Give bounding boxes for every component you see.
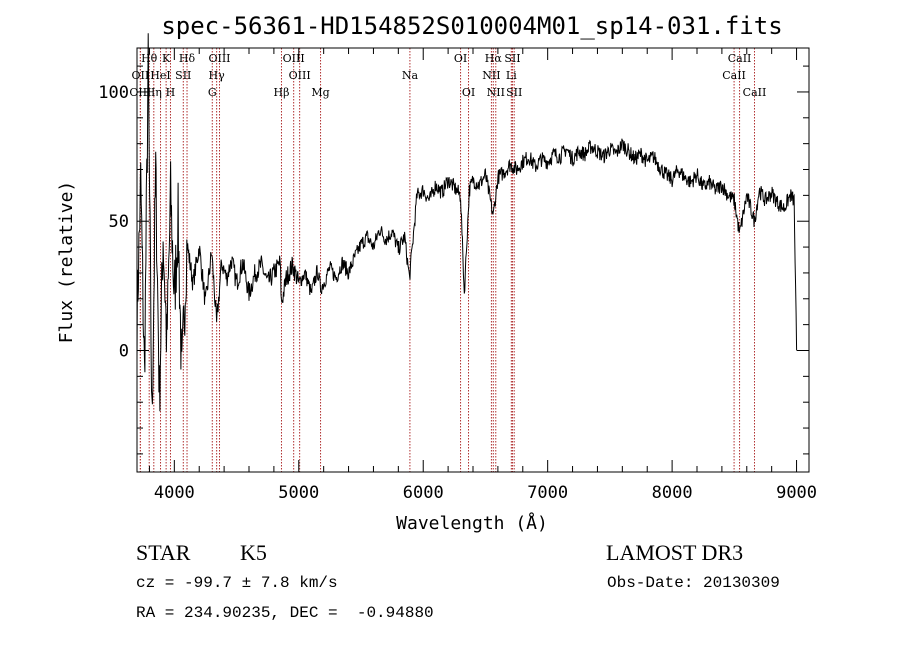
spectral-line-markers <box>139 48 755 472</box>
spectral-line-label: OIII <box>283 52 305 65</box>
spectral-line-label: CaII <box>722 69 746 82</box>
spectral-line-label: CaII <box>728 52 752 65</box>
spectral-line-label: CaII <box>743 86 767 99</box>
object-subclass: K5 <box>240 540 267 565</box>
spectral-line-label: SII <box>504 52 520 65</box>
y-tick-label: 0 <box>119 341 129 361</box>
spectral-line-label: NII <box>487 86 505 99</box>
x-tick-label: 9000 <box>776 483 817 503</box>
spectral-line-label: SII <box>506 86 522 99</box>
y-tick-label: 100 <box>98 83 129 103</box>
spectral-line-label: OI <box>462 86 475 99</box>
x-tick-label: 8000 <box>652 483 693 503</box>
spectral-line-label: Hα <box>485 52 503 65</box>
spectral-line-label: OIII <box>289 69 311 82</box>
survey-name: LAMOST DR3 <box>606 540 744 565</box>
x-tick-label: 5000 <box>278 483 319 503</box>
x-tick-label: 4000 <box>154 483 195 503</box>
spectral-line-label: NII <box>482 69 500 82</box>
spectral-line-label: Mg <box>311 86 329 99</box>
spectral-line-label: OI <box>454 52 467 65</box>
flux-series <box>136 33 798 412</box>
x-axis-label: Wavelength (Å) <box>396 512 548 534</box>
flux-line <box>136 33 798 412</box>
spectral-line-label: SII <box>175 69 191 82</box>
spectral-line-label: H <box>166 86 176 99</box>
y-axis-label: Flux (relative) <box>56 181 77 344</box>
redshift-cz: cz = -99.7 ± 7.8 km/s <box>136 574 338 592</box>
spectral-line-label: K <box>162 52 171 65</box>
x-tick-label: 6000 <box>403 483 444 503</box>
object-class: STAR <box>136 540 191 565</box>
spectral-line-label: OII <box>132 69 150 82</box>
spectral-line-label: Li <box>506 69 517 82</box>
y-tick-label: 50 <box>109 212 129 232</box>
spectral-line-label: Hβ <box>274 86 290 99</box>
spectral-line-label: OIII <box>208 52 230 65</box>
observation-date: Obs-Date: 20130309 <box>607 574 780 592</box>
spectral-line-label: Hη <box>146 86 162 99</box>
spectral-line-label: HeI <box>150 69 170 82</box>
chart-title: spec-56361-HD154852S010004M01_sp14-031.f… <box>161 12 782 40</box>
spectral-line-label: OIII <box>129 86 151 99</box>
x-axis-ticks: 4000 5000 6000 7000 8000 9000 <box>148 48 817 503</box>
spectral-line-label: Hδ <box>179 52 196 65</box>
plot-frame <box>136 47 810 473</box>
coordinates: RA = 234.90235, DEC = -0.94880 <box>136 604 434 622</box>
x-tick-label: 7000 <box>527 483 568 503</box>
spectral-line-label: Na <box>402 69 419 82</box>
spectral-line-label: Hγ <box>209 69 226 82</box>
spectral-line-label: G <box>208 86 217 99</box>
y-axis-ticks: 0 50 100 <box>98 65 809 455</box>
spectral-line-label: Hθ <box>141 52 158 65</box>
